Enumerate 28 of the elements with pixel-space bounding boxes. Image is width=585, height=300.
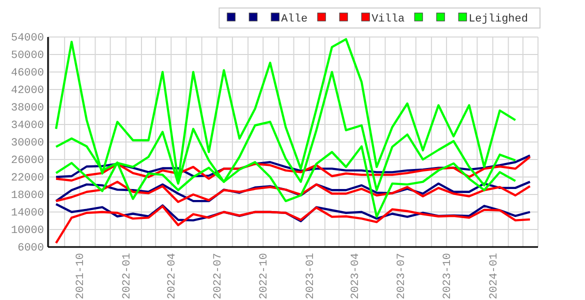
legend-label: Lejlighed (468, 14, 528, 26)
y-tick-label: 50000 (10, 50, 44, 62)
y-tick-label: 54000 (10, 32, 44, 45)
y-tick-label: 18000 (10, 190, 44, 202)
line-series (54, 154, 532, 178)
x-tick-label: 2022-01 (121, 252, 134, 300)
y-tick-label: 22000 (10, 172, 44, 185)
y-tick-label: 34000 (10, 120, 44, 132)
x-tick-label: 2023-07 (396, 253, 408, 300)
y-tick-label: 6000 (18, 242, 44, 255)
x-tick-label: 2021-10 (75, 253, 88, 300)
y-tick-label: 42000 (10, 85, 44, 98)
y-tick-label: 38000 (10, 102, 44, 115)
x-tick-label: 2022-10 (258, 253, 271, 300)
x-tick-label: 2023-01 (304, 252, 317, 300)
y-tick-label: 30000 (10, 138, 44, 150)
y-tick-label: 14000 (10, 208, 44, 220)
y-tick-label: 10000 (10, 225, 44, 238)
y-tick-label: 46000 (10, 68, 44, 80)
x-tick-label: 2023-10 (442, 253, 454, 300)
legend-label: Villa (372, 14, 405, 26)
line-series (54, 156, 532, 182)
legend-label: Alle (281, 14, 308, 26)
x-tick-label: 2023-04 (350, 252, 362, 300)
y-tick-label: 26000 (10, 155, 44, 168)
x-tick-label: 2024-01 (488, 252, 500, 300)
x-tick-label: 2022-07 (212, 253, 224, 300)
x-tick-label: 2022-04 (166, 252, 179, 300)
